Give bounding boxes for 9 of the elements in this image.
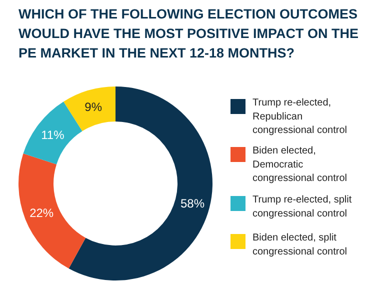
chart-title: WHICH OF THE FOLLOWING ELECTION OUTCOMES WOULD HAVE THE MOST POSITIVE IMPACT ON THE PE MARKET IN THE NEXT 12-18 MONTHS? bbox=[18, 6, 359, 60]
legend-label: Trump re-elected, split congressional control bbox=[252, 194, 352, 220]
data-label: 58% bbox=[180, 196, 205, 210]
legend-label: Biden elected, split congressional control bbox=[252, 232, 347, 258]
legend-label: Biden elected, Democratic congressional control bbox=[252, 146, 347, 184]
data-label: 22% bbox=[30, 206, 54, 220]
legend-label: Trump re-elected, Republican congressional control bbox=[252, 98, 347, 136]
data-label: 11% bbox=[41, 128, 65, 142]
data-label: 9% bbox=[84, 100, 102, 114]
